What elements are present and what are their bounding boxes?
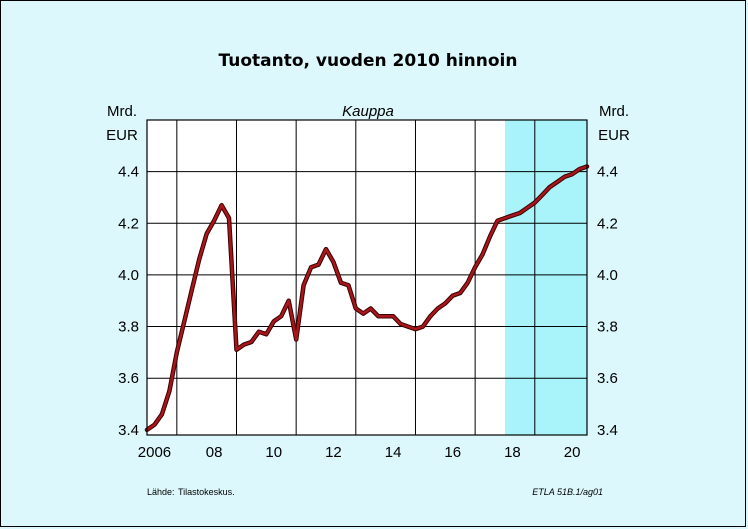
x-tick-label: 18 <box>504 444 521 461</box>
x-tick-label: 20 <box>564 444 581 461</box>
grid-lines <box>147 120 587 435</box>
series-line <box>145 165 589 432</box>
chart-code: ETLA 51B.1/ag01 <box>532 487 603 497</box>
left-axis-unit-line2: EUR <box>106 127 138 144</box>
chart-title: Tuotanto, vuoden 2010 hinnoin <box>219 51 518 71</box>
y-tick-right-label: 3.4 <box>597 422 618 439</box>
plot-border <box>146 119 588 436</box>
y-tick-right-label: 3.8 <box>597 319 618 336</box>
y-tick-right-label: 4.4 <box>597 164 618 181</box>
x-tick-label: 10 <box>265 444 282 461</box>
y-tick-left-label: 4.2 <box>118 215 139 232</box>
x-tick-label: 12 <box>325 444 342 461</box>
x-tick-label: 08 <box>206 444 223 461</box>
x-tick-label: 2006 <box>138 444 171 461</box>
y-tick-right-label: 4.2 <box>597 215 618 232</box>
forecast-band <box>504 120 587 435</box>
y-tick-right-label: 4.0 <box>597 267 618 284</box>
y-axis-left: 3.4 3.6 3.8 4.0 4.2 4.4 <box>118 164 139 439</box>
x-axis: 2006 08 10 12 14 16 18 20 <box>138 444 581 461</box>
right-axis-unit-line2: EUR <box>598 127 630 144</box>
y-tick-left-label: 4.0 <box>118 267 139 284</box>
source-label: Lähde: <box>147 487 175 497</box>
y-axis-right: 3.4 3.6 3.8 4.0 4.2 4.4 <box>597 164 618 439</box>
y-tick-left-label: 3.8 <box>118 319 139 336</box>
y-tick-left-label: 4.4 <box>118 164 139 181</box>
chart-subtitle: Kauppa <box>342 103 394 120</box>
left-axis-unit-line1: Mrd. <box>107 103 137 120</box>
x-tick-label: 14 <box>385 444 402 461</box>
right-axis-unit-line1: Mrd. <box>599 103 629 120</box>
y-tick-left-label: 3.4 <box>118 422 139 439</box>
y-tick-right-label: 3.6 <box>597 370 618 387</box>
source-value: Tilastokeskus. <box>178 487 235 497</box>
y-tick-left-label: 3.6 <box>118 370 139 387</box>
x-tick-label: 16 <box>444 444 461 461</box>
